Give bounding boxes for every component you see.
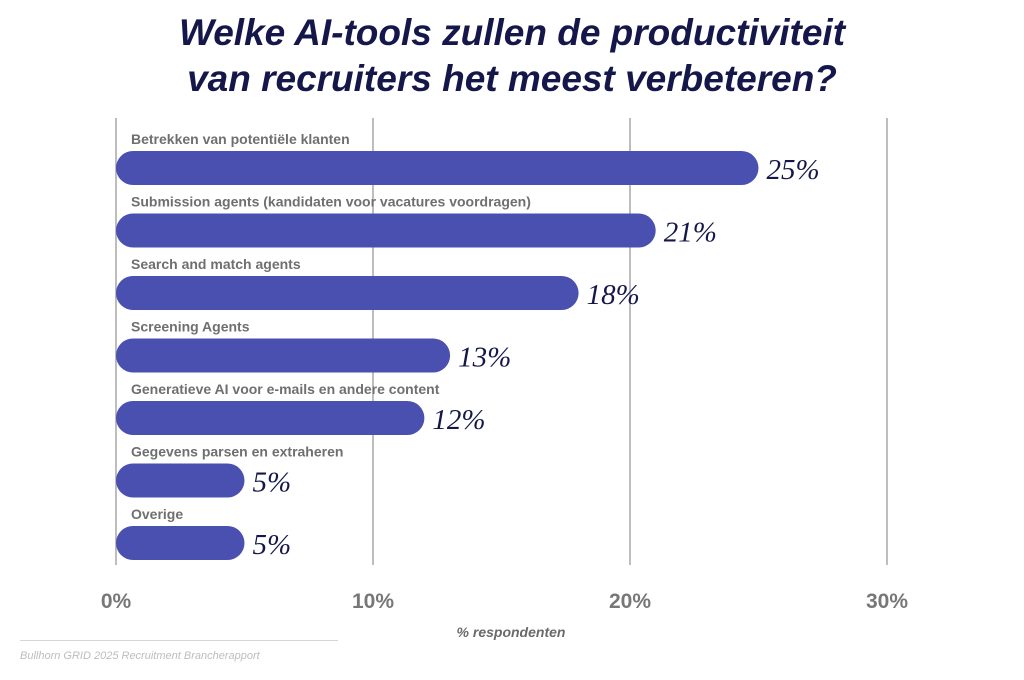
bar (116, 526, 245, 560)
bar-category-label: Betrekken van potentiële klanten (131, 131, 350, 147)
bar-category-label: Screening Agents (131, 319, 250, 335)
x-axis-label: % respondenten (457, 624, 566, 640)
bar-value-label: 13% (458, 342, 511, 374)
bar-value-label: 25% (767, 154, 820, 186)
source-divider (20, 640, 338, 641)
bar-value-label: 18% (587, 279, 640, 311)
bar-category-label: Gegevens parsen en extraheren (131, 444, 343, 460)
bar (116, 401, 425, 435)
bar (116, 151, 759, 185)
x-tick-label: 20% (609, 590, 651, 613)
x-tick-label: 30% (866, 590, 908, 613)
chart-title-line-1: Welke AI-tools zullen de productiviteit (178, 12, 846, 53)
bar-value-label: 21% (664, 217, 717, 249)
bar (116, 338, 451, 373)
bar-category-label: Generatieve AI voor e-mails en andere co… (131, 381, 440, 397)
bar-value-label: 5% (253, 467, 292, 499)
bar-value-label: 12% (432, 404, 485, 436)
chart-title: Welke AI-tools zullen de productiviteit … (0, 10, 1024, 102)
x-tick-label: 10% (352, 590, 394, 613)
bar-category-label: Overige (131, 506, 183, 522)
bar-category-label: Submission agents (kandidaten voor vacat… (131, 194, 531, 210)
bar-value-label: 5% (253, 529, 292, 561)
bar-category-label: Search and match agents (131, 256, 301, 272)
bar (116, 463, 245, 498)
source-note: Bullhorn GRID 2025 Recruitment Branchera… (20, 650, 260, 662)
chart-title-line-2: van recruiters het meest verbeteren? (187, 58, 837, 99)
bar (116, 276, 579, 310)
x-tick-label: 0% (101, 590, 132, 613)
bar (116, 213, 656, 248)
